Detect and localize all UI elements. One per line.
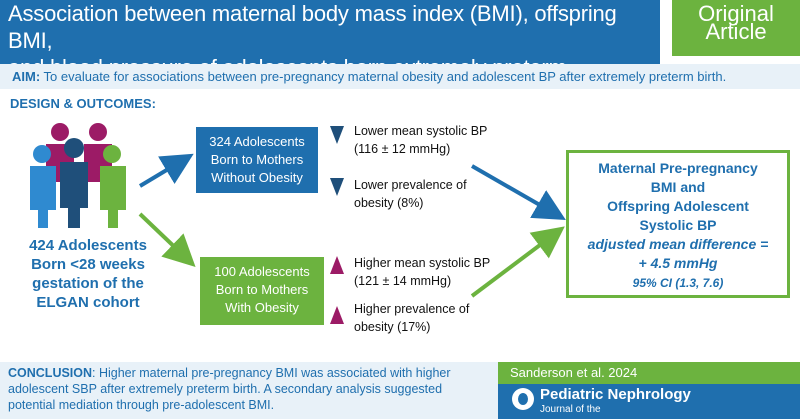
outcome-line: (121 ± 14 mmHg): [354, 274, 452, 288]
conclusion-text: : Higher maternal pre-pregnancy BMI was …: [8, 366, 451, 412]
result-box: Maternal Pre-pregnancy BMI and Offspring…: [566, 150, 790, 298]
cohort-line: 424 Adolescents: [29, 237, 147, 254]
down-arrow-icon: [330, 178, 344, 196]
outcome-line: Lower mean systolic BP: [354, 124, 488, 138]
outcome-line: (116 ± 12 mmHg): [354, 142, 451, 156]
result-line: Maternal Pre-pregnancy: [598, 160, 758, 176]
with-outcome-sbp: Higher mean systolic BP (121 ± 14 mmHg): [354, 254, 490, 290]
group-line: 324 Adolescents: [209, 134, 305, 149]
outcome-line: Higher mean systolic BP: [354, 256, 491, 270]
cohort-line: Born <28 weeks: [31, 256, 145, 273]
without-outcome-sbp: Lower mean systolic BP (116 ± 12 mmHg): [354, 122, 487, 158]
people-group-icon: [30, 123, 126, 228]
group-with-obesity: 100 Adolescents Born to Mothers With Obe…: [200, 257, 324, 325]
badge-line-1: Original: [698, 1, 774, 26]
result-effect-line: + 4.5 mmHg: [638, 255, 718, 271]
title-line-1: Association between maternal body mass i…: [8, 1, 617, 53]
cohort-description: 424 Adolescents Born <28 weeks gestation…: [8, 236, 168, 312]
group-without-obesity: 324 Adolescents Born to Mothers Without …: [196, 127, 318, 193]
outcome-line: Lower prevalence of: [354, 178, 467, 192]
outcome-line: Higher prevalence of: [354, 302, 470, 316]
aim-bar: AIM: To evaluate for associations betwee…: [0, 64, 800, 89]
without-outcome-obesity: Lower prevalence of obesity (8%): [354, 176, 467, 212]
group-line: Born to Mothers: [215, 282, 309, 297]
up-arrow-icon: [330, 306, 344, 324]
arrow-to-with: [138, 212, 196, 268]
arrow-with-to-result: [470, 226, 565, 298]
journal-name: Pediatric Nephrology: [540, 386, 691, 403]
outcome-line: obesity (17%): [354, 320, 431, 334]
design-outcomes-heading: DESIGN & OUTCOMES:: [10, 96, 156, 111]
result-effect-line: adjusted mean difference =: [587, 236, 769, 252]
citation: Sanderson et al. 2024: [498, 362, 800, 384]
with-outcome-obesity: Higher prevalence of obesity (17%): [354, 300, 469, 336]
group-line: With Obesity: [225, 300, 299, 315]
group-line: Born to Mothers: [210, 152, 304, 167]
result-line: Systolic BP: [639, 217, 717, 233]
journal-banner: Pediatric Nephrology Journal of the: [498, 384, 800, 419]
conclusion-panel: CONCLUSION: Higher maternal pre-pregnanc…: [0, 362, 498, 419]
down-arrow-icon: [330, 126, 344, 144]
arrow-to-without: [138, 153, 194, 188]
result-ci: 95% CI (1.3, 7.6): [632, 276, 724, 290]
journal-subtitle: Journal of the: [540, 404, 601, 415]
group-line: Without Obesity: [211, 170, 303, 185]
cohort-line: ELGAN cohort: [36, 294, 140, 311]
cohort-line: gestation of the: [32, 275, 144, 292]
aim-label: AIM:: [12, 69, 41, 84]
group-line: 100 Adolescents: [214, 264, 310, 279]
article-type-badge: Original Article: [672, 0, 800, 56]
outcome-line: obesity (8%): [354, 196, 424, 210]
header-banner: Association between maternal body mass i…: [0, 0, 660, 80]
aim-text: To evaluate for associations between pre…: [40, 69, 727, 84]
result-line: Offspring Adolescent: [607, 198, 749, 214]
journal-logo-icon: [512, 388, 534, 410]
arrow-without-to-result: [471, 164, 566, 220]
result-line: BMI and: [650, 179, 706, 195]
badge-line-2: Article: [705, 19, 767, 44]
up-arrow-icon: [330, 256, 344, 274]
conclusion-label: CONCLUSION: [8, 366, 93, 380]
